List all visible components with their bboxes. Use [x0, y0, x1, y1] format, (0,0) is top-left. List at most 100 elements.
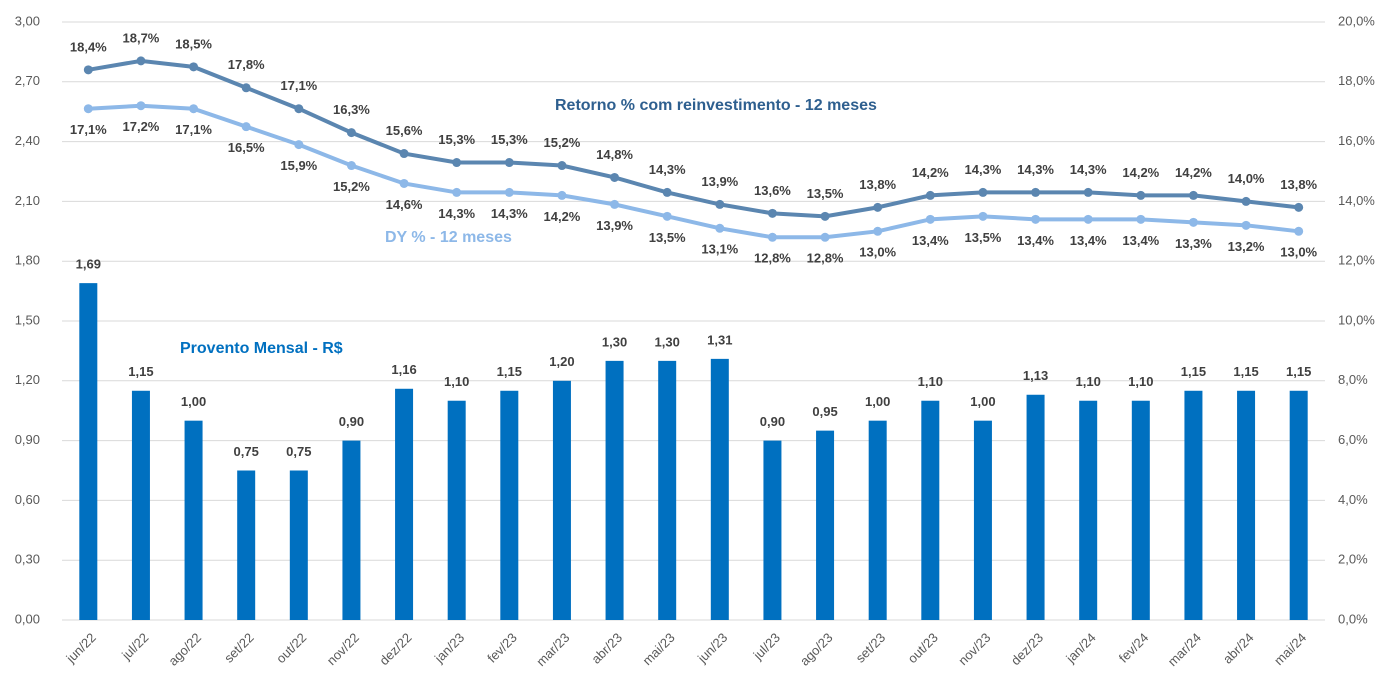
marker: [873, 202, 883, 212]
y2-tick-label: 6,0%: [1338, 432, 1368, 447]
data-label: 13,5%: [965, 230, 1002, 245]
bar: [500, 390, 519, 620]
marker: [452, 158, 462, 168]
data-label: 1,15: [1181, 364, 1206, 379]
data-label: 13,9%: [596, 218, 633, 233]
y2-tick-label: 14,0%: [1338, 193, 1375, 208]
marker: [189, 104, 199, 114]
x-tick-label: mai/24: [1271, 630, 1309, 668]
y2-tick-label: 0,0%: [1338, 611, 1368, 626]
bar: [658, 360, 677, 620]
y-tick-label: 0,90: [15, 432, 40, 447]
data-label: 14,3%: [491, 206, 528, 221]
y-tick-label: 2,70: [15, 73, 40, 88]
y-tick-label: 2,10: [15, 193, 40, 208]
y2-tick-label: 2,0%: [1338, 552, 1368, 567]
marker: [1294, 202, 1304, 212]
data-label: 1,10: [1128, 374, 1153, 389]
x-tick-label: jul/22: [118, 630, 151, 663]
data-label: 14,2%: [912, 165, 949, 180]
data-label: 1,20: [549, 354, 574, 369]
data-label: 0,75: [234, 444, 259, 459]
data-label: 1,15: [128, 364, 153, 379]
x-tick-label: fev/24: [1116, 630, 1152, 666]
marker: [978, 211, 988, 221]
x-tick-label: abr/24: [1220, 630, 1257, 667]
x-tick-label: jul/23: [750, 630, 783, 663]
data-label: 14,2%: [1175, 165, 1212, 180]
data-label: 1,10: [918, 374, 943, 389]
marker: [346, 128, 356, 138]
y-tick-label: 1,50: [15, 312, 40, 327]
y2-tick-label: 12,0%: [1338, 253, 1375, 268]
marker: [399, 178, 409, 188]
data-label: 18,5%: [175, 36, 212, 51]
marker: [925, 190, 935, 200]
data-label: 18,7%: [123, 30, 160, 45]
bar: [868, 420, 887, 620]
data-label: 14,2%: [1122, 165, 1159, 180]
data-label: 0,90: [339, 414, 364, 429]
data-label: 1,00: [181, 394, 206, 409]
data-label: 12,8%: [754, 251, 791, 266]
marker: [1241, 220, 1251, 230]
y-tick-label: 0,60: [15, 492, 40, 507]
marker: [820, 232, 830, 242]
data-label: 17,8%: [228, 57, 265, 72]
data-label: 15,2%: [333, 179, 370, 194]
marker: [241, 83, 251, 93]
data-label: 14,8%: [596, 147, 633, 162]
line: [88, 103, 1299, 240]
data-label: 1,10: [444, 374, 469, 389]
marker: [873, 226, 883, 236]
marker: [557, 190, 567, 200]
x-tick-label: jan/24: [1062, 630, 1098, 666]
marker: [346, 161, 356, 171]
data-label: 17,1%: [175, 122, 212, 137]
x-tick-label: set/22: [221, 630, 257, 666]
data-label: 14,0%: [1228, 171, 1265, 186]
data-label: 15,6%: [386, 123, 423, 138]
data-label: 13,0%: [859, 245, 896, 260]
y-tick-label: 0,00: [15, 611, 40, 626]
data-label: 13,5%: [807, 186, 844, 201]
x-tick-label: set/23: [853, 630, 889, 666]
data-label: 13,4%: [912, 233, 949, 248]
data-label: 0,75: [286, 444, 311, 459]
data-label: 14,2%: [544, 209, 581, 224]
marker: [83, 65, 93, 75]
bar: [184, 420, 203, 620]
x-tick-label: mar/23: [533, 630, 572, 669]
marker: [925, 214, 935, 224]
bar: [1289, 390, 1308, 620]
data-label: 0,95: [812, 404, 837, 419]
marker: [820, 211, 830, 221]
data-label: 17,2%: [123, 119, 160, 134]
data-label: 13,8%: [1280, 177, 1317, 192]
bar: [289, 470, 308, 620]
bar: [1237, 390, 1256, 620]
bar: [79, 283, 98, 620]
data-label: 14,3%: [438, 206, 475, 221]
bar: [1184, 390, 1203, 620]
data-label: 13,4%: [1070, 233, 1107, 248]
x-tick-label: nov/23: [955, 630, 993, 668]
data-label: 16,5%: [228, 140, 265, 155]
bar: [973, 420, 992, 620]
marker: [1083, 187, 1093, 197]
bar: [816, 430, 835, 620]
data-label: 1,15: [1286, 364, 1311, 379]
data-label: 14,3%: [1070, 162, 1107, 177]
data-label: 12,8%: [807, 251, 844, 266]
x-tick-label: out/23: [905, 630, 941, 666]
marker: [1136, 190, 1146, 200]
bar: [605, 360, 624, 620]
x-tick-label: fev/23: [484, 630, 520, 666]
series-name: Retorno % com reinvestimento - 12 meses: [555, 97, 877, 114]
x-tick-label: dez/22: [376, 630, 414, 668]
marker: [1031, 214, 1041, 224]
data-label: 14,3%: [1017, 162, 1054, 177]
data-label: 15,2%: [544, 135, 581, 150]
y-tick-label: 2,40: [15, 133, 40, 148]
